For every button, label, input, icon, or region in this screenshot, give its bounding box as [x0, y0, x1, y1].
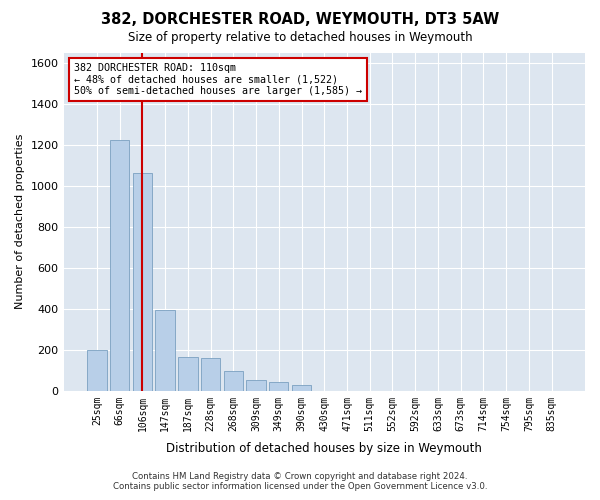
Bar: [133, 174, 152, 391]
Text: Contains HM Land Registry data © Crown copyright and database right 2024.
Contai: Contains HM Land Registry data © Crown c…: [113, 472, 487, 491]
Text: 382, DORCHESTER ROAD, WEYMOUTH, DT3 5AW: 382, DORCHESTER ROAD, WEYMOUTH, DT3 5AW: [101, 12, 499, 28]
Bar: [247, 380, 266, 391]
Bar: [292, 384, 311, 391]
Bar: [269, 382, 289, 391]
X-axis label: Distribution of detached houses by size in Weymouth: Distribution of detached houses by size …: [166, 442, 482, 455]
Text: Size of property relative to detached houses in Weymouth: Size of property relative to detached ho…: [128, 31, 472, 44]
Text: 382 DORCHESTER ROAD: 110sqm
← 48% of detached houses are smaller (1,522)
50% of : 382 DORCHESTER ROAD: 110sqm ← 48% of det…: [74, 62, 362, 96]
Bar: [110, 140, 130, 391]
Bar: [87, 350, 107, 391]
Bar: [155, 310, 175, 391]
Bar: [178, 357, 197, 391]
Bar: [201, 358, 220, 391]
Y-axis label: Number of detached properties: Number of detached properties: [15, 134, 25, 310]
Bar: [224, 372, 243, 391]
